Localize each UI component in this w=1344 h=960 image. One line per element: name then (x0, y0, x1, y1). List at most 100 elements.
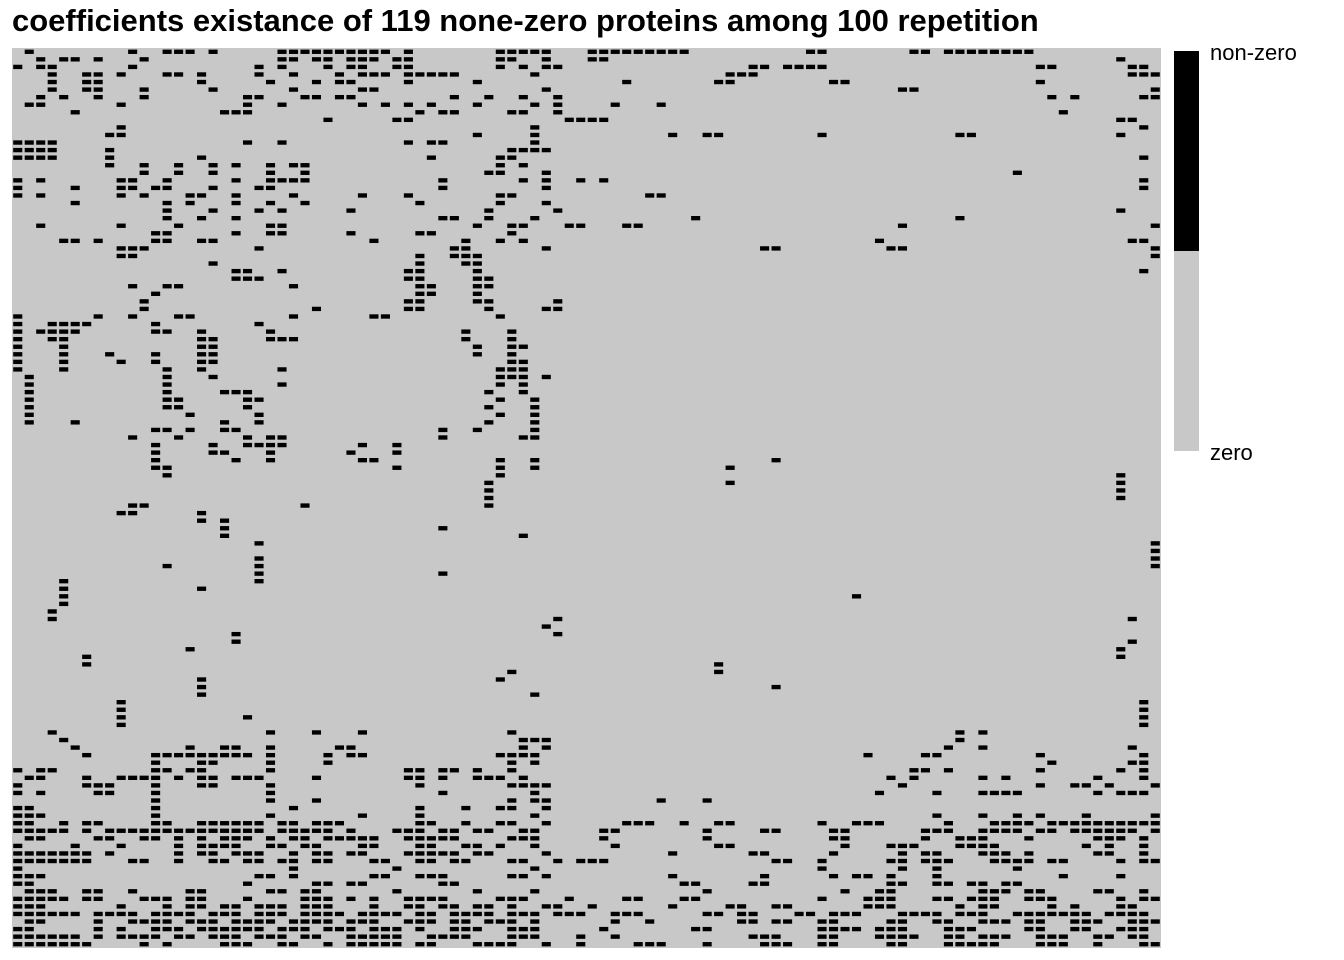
heatmap-cell (392, 828, 402, 833)
heatmap-cell (288, 858, 299, 864)
heatmap-cell (128, 246, 138, 251)
heatmap-cell (47, 140, 57, 145)
heatmap-cell (82, 79, 92, 85)
heatmap-cell (978, 828, 988, 833)
heatmap-cell (863, 896, 873, 902)
heatmap-cell (461, 934, 471, 939)
heatmap-cell (357, 57, 367, 62)
heatmap-cell (426, 102, 436, 107)
heatmap-cell (461, 336, 471, 342)
heatmap-cell (243, 94, 253, 100)
heatmap-cell (656, 49, 666, 54)
heatmap-cell (47, 72, 57, 77)
heatmap-cell (645, 919, 655, 924)
heatmap-cell (645, 49, 655, 54)
heatmap-cell (243, 821, 253, 826)
heatmap-cell (197, 336, 207, 342)
heatmap-cell (334, 821, 345, 826)
heatmap-cell (955, 132, 965, 138)
heatmap-cell (415, 110, 425, 115)
heatmap-cell (208, 821, 218, 826)
heatmap-cell (1001, 828, 1011, 833)
heatmap-cell (691, 896, 701, 902)
heatmap-cell (265, 170, 276, 175)
heatmap-cell (254, 851, 264, 856)
heatmap-cell (518, 533, 528, 538)
heatmap-cell (656, 102, 666, 107)
heatmap-cell (1116, 473, 1126, 478)
heatmap-cell (36, 911, 46, 917)
heatmap-cell (541, 374, 551, 380)
heatmap-cell (851, 926, 862, 932)
heatmap-cell (1139, 896, 1149, 902)
heatmap-cell (978, 790, 988, 796)
heatmap-cell (897, 87, 908, 92)
heatmap-cell (288, 49, 299, 54)
heatmap-cell (231, 904, 241, 909)
heatmap-cell (323, 828, 333, 833)
heatmap-cell (323, 942, 333, 947)
heatmap-cell (725, 480, 735, 486)
heatmap-cell (243, 752, 253, 758)
heatmap-cell (1012, 790, 1022, 796)
heatmap-cell (438, 435, 448, 440)
heatmap-cell (151, 359, 161, 365)
heatmap-cell (553, 858, 563, 864)
heatmap-cell (323, 49, 333, 54)
heatmap-cell (311, 851, 322, 856)
heatmap-cell (449, 828, 459, 833)
heatmap-cell (220, 745, 230, 750)
heatmap-cell (541, 87, 551, 92)
heatmap-cell (70, 851, 80, 856)
heatmap-cell (645, 821, 655, 826)
heatmap-cell (1150, 563, 1160, 569)
heatmap-cell (530, 692, 540, 697)
heatmap-cell (771, 246, 781, 251)
heatmap-cell (1150, 87, 1160, 92)
heatmap-cell (151, 352, 161, 357)
heatmap-cell (507, 783, 517, 788)
heatmap-cell (725, 79, 735, 85)
heatmap-cell (1093, 775, 1103, 781)
heatmap-cell (139, 858, 149, 864)
heatmap-cell (162, 185, 172, 191)
heatmap-cell (288, 873, 299, 879)
heatmap-cell (415, 261, 425, 266)
heatmap-cell (507, 919, 517, 924)
heatmap-cell (311, 934, 322, 939)
heatmap-cell (265, 231, 276, 236)
heatmap-cell (1127, 828, 1137, 833)
heatmap-cell (93, 783, 103, 788)
heatmap-cell (679, 49, 689, 54)
heatmap-cell (897, 919, 908, 924)
heatmap-cell (346, 450, 356, 455)
heatmap-cell (507, 730, 517, 735)
heatmap-cell (231, 458, 241, 463)
heatmap-cell (1150, 72, 1160, 77)
heatmap-cell (369, 919, 379, 924)
heatmap-cell (59, 828, 69, 833)
heatmap-cell (1150, 896, 1160, 902)
heatmap-cell (392, 117, 402, 123)
heatmap-cell (139, 942, 149, 947)
heatmap-cell (1093, 828, 1103, 833)
heatmap-cell (530, 465, 540, 470)
heatmap-cell (1001, 881, 1011, 886)
heatmap-cell (357, 87, 367, 92)
heatmap-cell (311, 919, 322, 924)
heatmap-cell (415, 926, 425, 932)
heatmap-cell (495, 821, 505, 826)
heatmap-cell (783, 942, 793, 947)
heatmap-cell (208, 851, 218, 856)
heatmap-cell (116, 125, 126, 130)
heatmap-cell (162, 465, 172, 470)
heatmap-cell (415, 873, 425, 879)
heatmap-cell (415, 942, 425, 947)
heatmap-cell (346, 942, 356, 947)
heatmap-cell (36, 836, 46, 841)
heatmap-cell (449, 904, 459, 909)
heatmap-cell (277, 49, 287, 54)
heatmap-cell (174, 836, 184, 841)
heatmap-cell (128, 435, 138, 440)
